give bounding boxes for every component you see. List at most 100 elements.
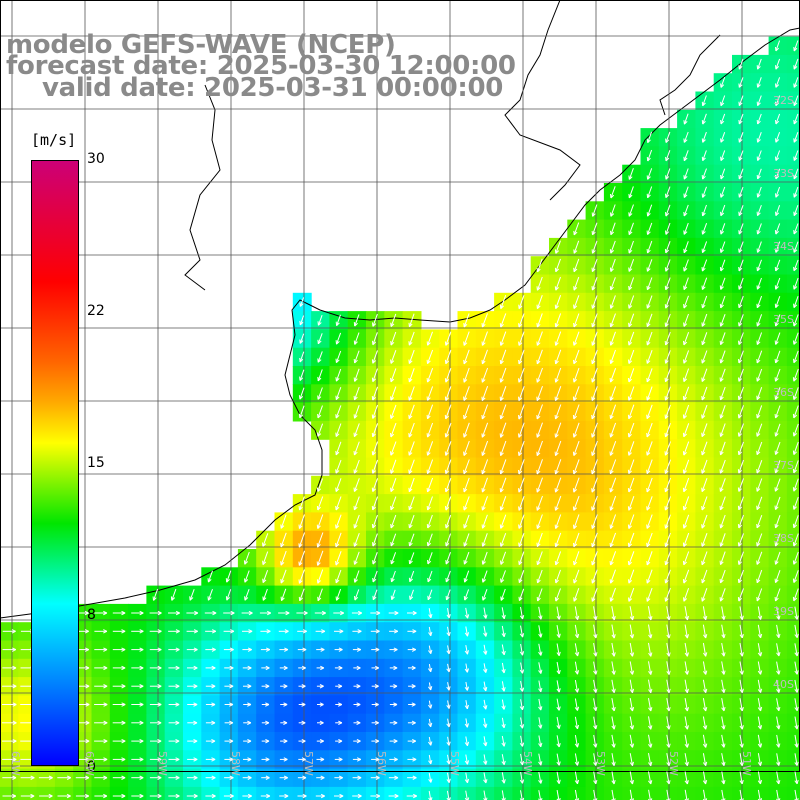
wind-arrow [574,789,580,800]
wind-arrow [278,629,289,634]
wind-arrow [701,496,708,511]
lat-label: 36S [773,386,794,399]
wind-arrow [131,702,144,707]
wind-arrow [609,477,617,493]
wind-arrow [646,551,653,566]
lon-label: 55W [448,751,461,776]
wind-arrow [371,496,379,511]
wind-arrow [408,496,415,511]
wind-arrow [444,477,452,493]
wind-arrow [554,276,561,291]
wind-arrow [501,717,506,729]
wind-arrow [756,205,762,217]
wind-arrow [756,314,763,327]
wind-arrow [261,775,270,780]
wind-arrow [792,551,799,565]
wind-arrow [683,204,689,217]
wind-speed-cell [786,549,800,568]
wind-arrow [701,368,708,382]
wind-arrow [738,368,744,382]
wind-arrow [664,331,671,346]
wind-arrow [262,570,269,584]
wind-arrow [628,313,635,328]
wind-arrow [408,404,415,420]
wind-arrow [774,460,781,474]
wind-arrow [168,793,180,799]
wind-arrow [556,698,561,711]
wind-arrow [538,771,543,784]
wind-arrow [554,551,562,566]
wind-arrow [519,717,525,729]
wind-arrow [538,698,543,711]
wind-arrow [168,702,180,707]
wind-arrow [2,757,17,762]
lat-label: 34S [773,240,794,253]
wind-speed-cell [786,457,800,477]
wind-speed-cell [786,475,800,495]
wind-arrow [390,533,397,547]
wind-arrow [224,720,234,726]
wind-arrow [242,629,253,634]
wind-arrow [261,702,270,707]
wind-arrow [610,186,616,199]
wind-arrow [593,716,598,730]
wind-arrow [702,624,708,639]
wind-arrow [426,404,434,420]
wind-arrow [684,624,689,639]
wind-arrow [390,368,397,383]
wind-arrow [648,771,653,785]
wind-arrow [207,570,213,583]
wind-arrow [574,698,580,711]
wind-arrow [609,459,617,475]
wind-arrow [627,422,635,438]
wind-arrow [389,702,398,707]
wind-speed-cell [786,292,800,312]
wind-arrow [205,684,216,689]
wind-arrow [776,753,781,766]
wind-arrow [353,423,360,438]
wind-arrow [224,775,234,780]
wind-arrow [647,716,653,730]
wind-arrow [445,514,452,529]
wind-arrow [554,532,562,548]
lon-label: 54W [521,751,534,776]
wind-arrow [296,610,308,616]
wind-arrow [501,772,506,784]
wind-arrow [738,113,744,125]
wind-arrow [665,131,671,143]
wind-arrow [556,790,561,800]
wind-arrow [2,793,17,799]
wind-speed-cell [786,622,800,642]
wind-arrow [683,295,689,309]
wind-arrow [372,332,378,346]
wind-arrow [260,647,271,652]
wind-arrow [316,665,325,671]
wind-arrow [389,720,398,726]
wind-arrow [756,58,762,70]
wind-arrow [554,477,562,493]
wind-arrow [352,629,362,634]
wind-arrow [371,702,379,707]
wind-arrow [371,350,378,364]
wind-arrow [756,588,763,602]
wind-arrow [20,775,35,780]
wind-arrow [719,459,726,474]
wind-arrow [593,606,598,621]
wind-arrow [370,629,380,634]
wind-arrow [483,736,488,747]
wind-speed-cell [512,786,532,800]
wind-arrow [756,113,762,125]
wind-arrow [94,720,108,726]
wind-arrow [556,643,561,657]
wind-speed-cell [786,786,800,800]
wind-arrow [574,716,580,730]
wind-arrow [446,645,451,655]
wind-arrow [793,132,799,143]
wind-arrow [464,772,470,784]
wind-arrow [259,610,272,616]
wind-arrow [334,629,344,634]
wind-arrow [737,533,744,547]
wind-arrow [499,349,507,365]
wind-arrow [646,222,653,235]
wind-arrow [500,570,506,583]
